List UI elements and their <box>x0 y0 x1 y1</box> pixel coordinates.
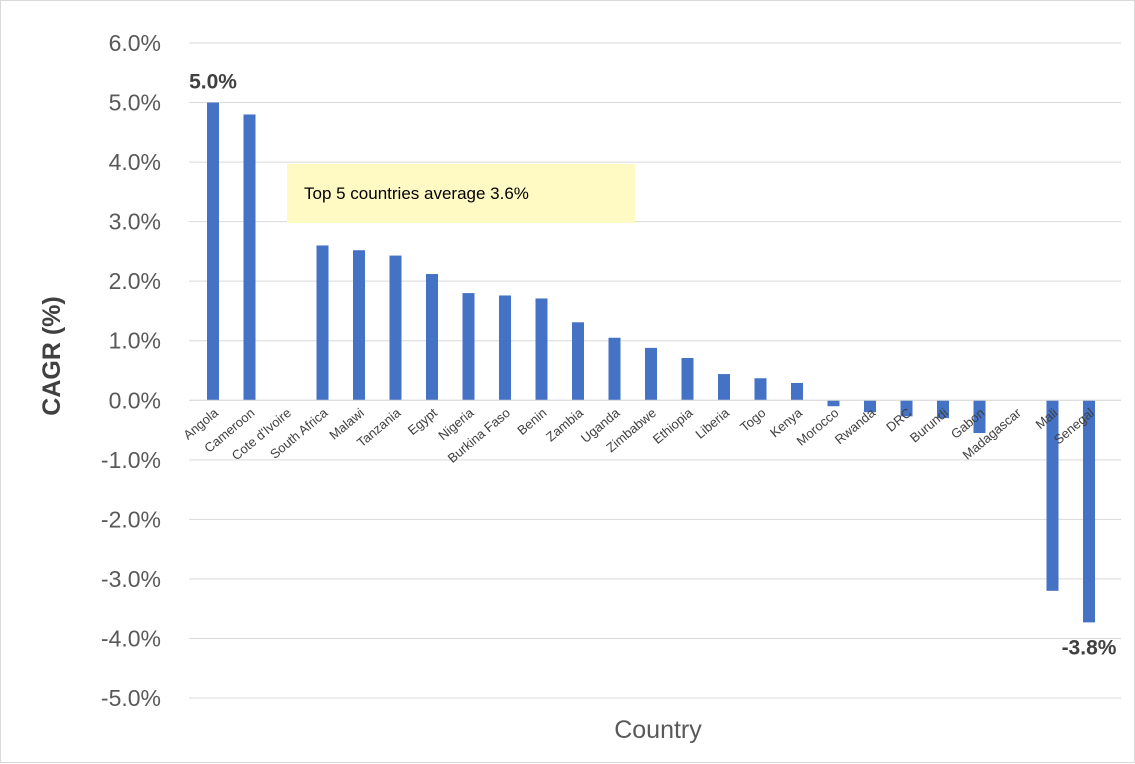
gridlines <box>189 42 1121 699</box>
bar-rwanda <box>864 400 876 413</box>
x-category-label: Ethiopia <box>650 405 696 447</box>
data-labels: 5.0% -3.8% <box>189 71 1117 660</box>
bar-liberia <box>718 374 730 401</box>
bar-nigeria <box>462 293 475 401</box>
y-tick-label: 1.0% <box>109 328 161 354</box>
bar-morocco <box>827 400 840 407</box>
bar-tanzania <box>389 255 402 401</box>
y-tick-label: 2.0% <box>109 268 161 294</box>
bar-cameroon <box>243 114 256 401</box>
y-tick-label: -4.0% <box>101 625 161 651</box>
y-tick-label: -5.0% <box>101 685 161 711</box>
data-label: 5.0% <box>189 71 237 94</box>
bar-zambia <box>572 322 584 401</box>
bar-benin <box>535 298 548 401</box>
x-category-label: Zambia <box>543 405 586 445</box>
bar-ethiopia <box>681 357 694 401</box>
y-axis-title: CAGR (%) <box>38 296 66 415</box>
y-tick-label: 4.0% <box>109 149 161 175</box>
bar-angola <box>207 102 219 401</box>
x-category-label: Egypt <box>405 405 440 438</box>
x-category-label: Liberia <box>692 405 732 442</box>
y-tick-label: -3.0% <box>101 566 161 592</box>
bar-south-africa <box>316 245 329 401</box>
bar-burundi <box>937 400 949 419</box>
y-tick-label: -1.0% <box>101 447 161 473</box>
y-tick-label: 5.0% <box>109 90 161 116</box>
bar-mali <box>1046 400 1059 591</box>
x-axis-title: Country <box>614 716 702 744</box>
bar-zimbabwe <box>645 347 657 401</box>
x-category-label: Morocco <box>794 405 842 449</box>
y-tick-label: -2.0% <box>101 506 161 532</box>
bar-senegal <box>1083 400 1095 623</box>
bars <box>207 102 1095 623</box>
bar-egypt <box>426 274 438 401</box>
y-tick-label: 0.0% <box>109 387 161 413</box>
data-label: -3.8% <box>1062 636 1117 659</box>
x-category-label: Burundi <box>907 405 951 445</box>
bar-kenya <box>791 383 803 401</box>
bar-togo <box>754 378 767 401</box>
y-tick-label: 3.0% <box>109 209 161 235</box>
bar-malawi <box>353 250 365 401</box>
y-axis-ticks: 6.0% 5.0% 4.0% 3.0% 2.0% 1.0% 0.0% -1.0% -2.0% -3… <box>101 30 161 711</box>
bar-burkina-faso <box>499 295 511 401</box>
annotation-text: Top 5 countries average 3.6% <box>304 184 529 203</box>
bar-gabon <box>973 400 986 434</box>
y-tick-label: 6.0% <box>109 30 161 56</box>
x-category-label: Rwanda <box>832 405 879 448</box>
bar-drc <box>900 400 913 417</box>
x-category-label: Togo <box>737 405 768 435</box>
bar-uganda <box>608 337 621 401</box>
annotation-box <box>287 164 635 223</box>
annotation-callout: Top 5 countries average 3.6% <box>287 164 635 223</box>
